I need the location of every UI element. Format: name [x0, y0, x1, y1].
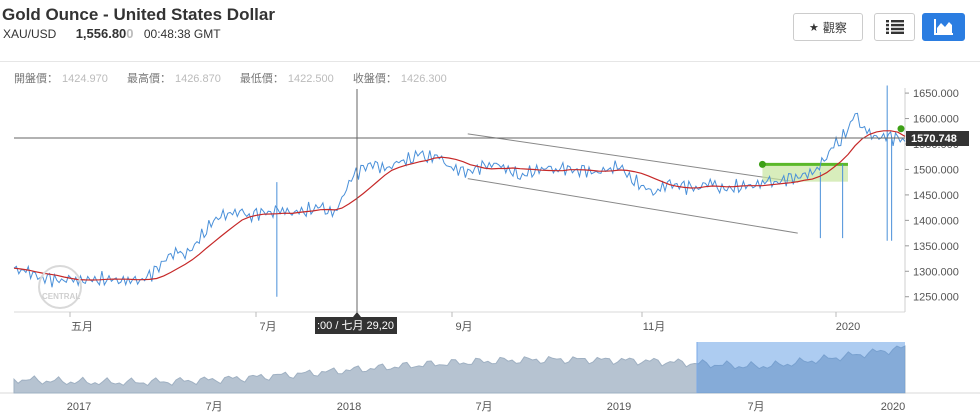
header-divider	[0, 61, 980, 62]
y-tick-label: 1300.000	[913, 266, 959, 278]
current-value-box	[906, 131, 969, 146]
channel-lower-line	[467, 178, 798, 234]
low-value: 1422.500	[287, 73, 334, 85]
watch-button[interactable]: ★ 觀察	[793, 13, 863, 41]
crosshair-pointer	[353, 312, 361, 317]
close-label: 收盤價：	[352, 73, 397, 85]
symbol-label: XAU/USD	[3, 27, 57, 41]
current-price: 1,556.800	[76, 26, 134, 41]
quote-time: 00:48:38 GMT	[143, 27, 221, 41]
ohlc-bar: 開盤價： 1424.970 最高價： 1426.870 最低價： 1422.500 收…	[14, 70, 463, 86]
watermark-ring	[38, 265, 82, 309]
y-tick-label: 1250.000	[913, 292, 959, 304]
open-label: 開盤價：	[14, 73, 58, 85]
highlight-start-dot	[758, 160, 766, 168]
x-tick-label: 五月	[71, 321, 93, 333]
price-spikes	[276, 85, 893, 297]
list-view-button[interactable]	[874, 13, 915, 41]
navigator-tick-label: 7月	[475, 401, 492, 413]
y-tick-label: 1600.000	[913, 114, 959, 126]
star-icon: ★	[809, 21, 819, 34]
price-series-line	[13, 112, 906, 288]
y-tick-label: 1650.000	[913, 88, 959, 100]
central-watermark: CENTRAL	[38, 265, 82, 309]
x-tick-label: 7月	[259, 321, 276, 333]
x-tick-label: 11月	[643, 321, 665, 333]
crosshair-label-box	[315, 317, 397, 334]
navigator-tick-label: 2017	[67, 401, 91, 413]
x-tick-label: 2020	[836, 321, 860, 333]
moving-average-line	[13, 130, 906, 281]
navigator-tick-label: 2019	[607, 401, 631, 413]
high-label: 最高價：	[126, 73, 171, 85]
price-main: 1,556.80	[75, 26, 127, 41]
open-value: 1424.970	[62, 73, 108, 85]
high-value: 1426.870	[174, 73, 221, 85]
navigator-selection	[697, 342, 905, 393]
page-title: Gold Ounce - United States Dollar	[2, 5, 275, 24]
low-label: 最低價：	[239, 73, 284, 85]
area-chart-icon	[933, 19, 953, 35]
navigator-tick-label: 7月	[747, 401, 764, 413]
watch-button-label: 觀察	[822, 20, 847, 35]
navigator-tick-label: 7月	[205, 401, 222, 413]
price-dim-digit: 0	[126, 26, 134, 41]
y-tick-label: 1400.000	[913, 215, 959, 227]
watermark-text: CENTRAL	[42, 292, 80, 301]
navigator-tick-label: 2020	[881, 401, 905, 413]
y-tick-label: 1350.000	[913, 241, 959, 253]
navigator-tick-label: 2018	[337, 401, 361, 413]
current-value-label: 1570.748	[911, 133, 957, 145]
list-icon	[885, 20, 904, 34]
x-tick-label: 9月	[455, 321, 472, 333]
y-tick-label: 1450.000	[913, 190, 959, 202]
channel-upper-line	[467, 133, 798, 183]
chart-view-button[interactable]	[922, 13, 965, 41]
latest-marker-dot	[897, 125, 905, 133]
close-value: 1426.300	[400, 73, 447, 85]
quote-line: XAU/USD 1,556.800 00:48:38 GMT	[3, 26, 221, 41]
navigator-area	[13, 345, 906, 394]
y-tick-label: 1500.000	[913, 164, 959, 176]
crosshair-label: :00 / 七月 29,20	[317, 319, 394, 332]
